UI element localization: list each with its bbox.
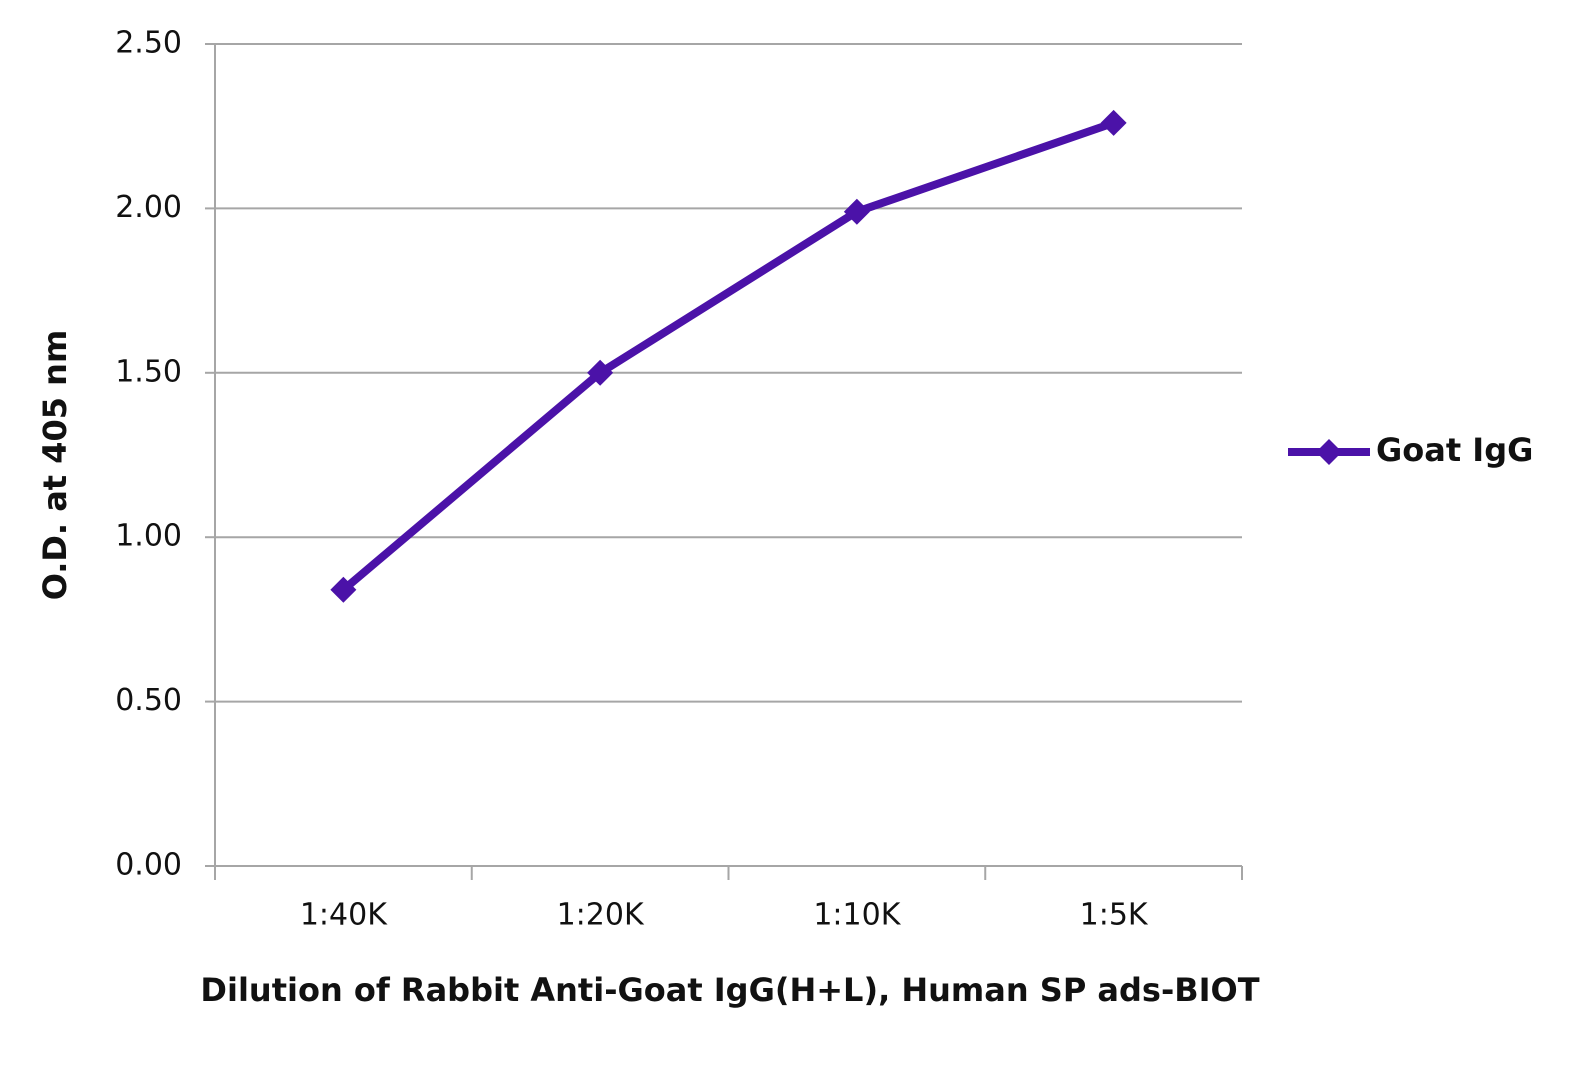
y-tick-label: 1.50 xyxy=(115,354,182,389)
x-tick-label: 1:20K xyxy=(557,898,645,933)
y-tick-label: 2.50 xyxy=(115,26,182,61)
y-tick-label: 0.00 xyxy=(115,848,182,883)
x-tick-label: 1:40K xyxy=(300,898,388,933)
marker xyxy=(330,576,357,603)
y-axis-title: O.D. at 405 nm xyxy=(36,330,74,601)
x-tick-label: 1:5K xyxy=(1080,898,1149,933)
marker xyxy=(843,198,870,225)
series-line xyxy=(340,119,1115,593)
legend-marker xyxy=(1316,439,1342,465)
x-tick-label: 1:10K xyxy=(813,898,901,933)
legend-label: Goat IgG xyxy=(1376,431,1533,469)
marker xyxy=(1100,109,1127,136)
y-tick-label: 2.00 xyxy=(115,190,182,225)
x-axis-title: Dilution of Rabbit Anti-Goat IgG(H+L), H… xyxy=(200,971,1259,1009)
y-tick-label: 0.50 xyxy=(115,683,182,718)
y-tick-label: 1.00 xyxy=(115,519,182,554)
marker xyxy=(587,359,614,386)
